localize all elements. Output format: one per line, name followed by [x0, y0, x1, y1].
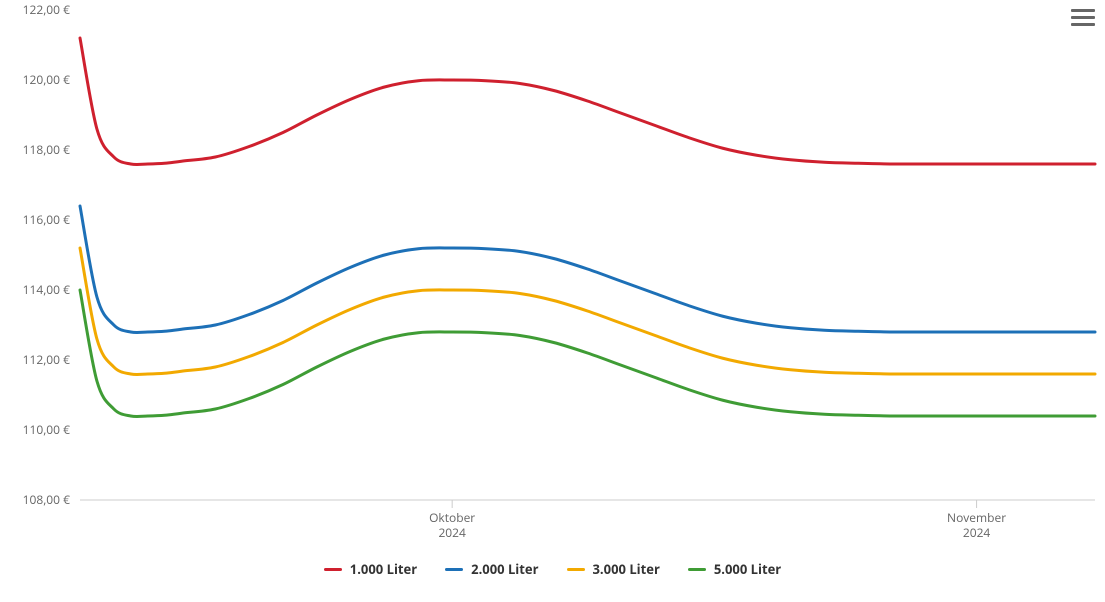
- legend-swatch: [445, 568, 463, 571]
- y-axis-tick-label: 108,00 €: [23, 491, 71, 508]
- hamburger-icon: [1071, 9, 1095, 12]
- y-axis-tick-label: 112,00 €: [23, 351, 71, 368]
- series-line: [80, 38, 1095, 165]
- legend-item[interactable]: 3.000 Liter: [567, 560, 660, 578]
- legend-label: 3.000 Liter: [593, 560, 660, 578]
- legend-swatch: [324, 568, 342, 571]
- legend-swatch: [567, 568, 585, 571]
- y-axis-tick-label: 120,00 €: [23, 71, 71, 88]
- y-axis-tick-label: 122,00 €: [23, 1, 71, 18]
- legend-item[interactable]: 1.000 Liter: [324, 560, 417, 578]
- legend-item[interactable]: 5.000 Liter: [688, 560, 781, 578]
- x-axis-tick-label-year: 2024: [438, 524, 466, 541]
- price-chart: 108,00 € 110,00 € 112,00 € 114,00 € 116,00 €…: [0, 0, 1105, 602]
- legend-item[interactable]: 2.000 Liter: [445, 560, 538, 578]
- legend-label: 1.000 Liter: [350, 560, 417, 578]
- chart-canvas: 108,00 € 110,00 € 112,00 € 114,00 € 116,00 €…: [0, 0, 1105, 602]
- y-axis-tick-label: 110,00 €: [23, 421, 71, 438]
- x-axis-tick-label-year: 2024: [963, 524, 991, 541]
- y-axis-tick-label: 118,00 €: [23, 141, 71, 158]
- series-line: [80, 248, 1095, 375]
- y-axis-tick-label: 116,00 €: [23, 211, 71, 228]
- legend-label: 2.000 Liter: [471, 560, 538, 578]
- legend-swatch: [688, 568, 706, 571]
- series-line: [80, 290, 1095, 417]
- series-line: [80, 206, 1095, 333]
- legend-label: 5.000 Liter: [714, 560, 781, 578]
- chart-menu-button[interactable]: [1071, 6, 1095, 28]
- y-axis-tick-label: 114,00 €: [23, 281, 71, 298]
- chart-legend: 1.000 Liter 2.000 Liter 3.000 Liter 5.000 L…: [0, 560, 1105, 578]
